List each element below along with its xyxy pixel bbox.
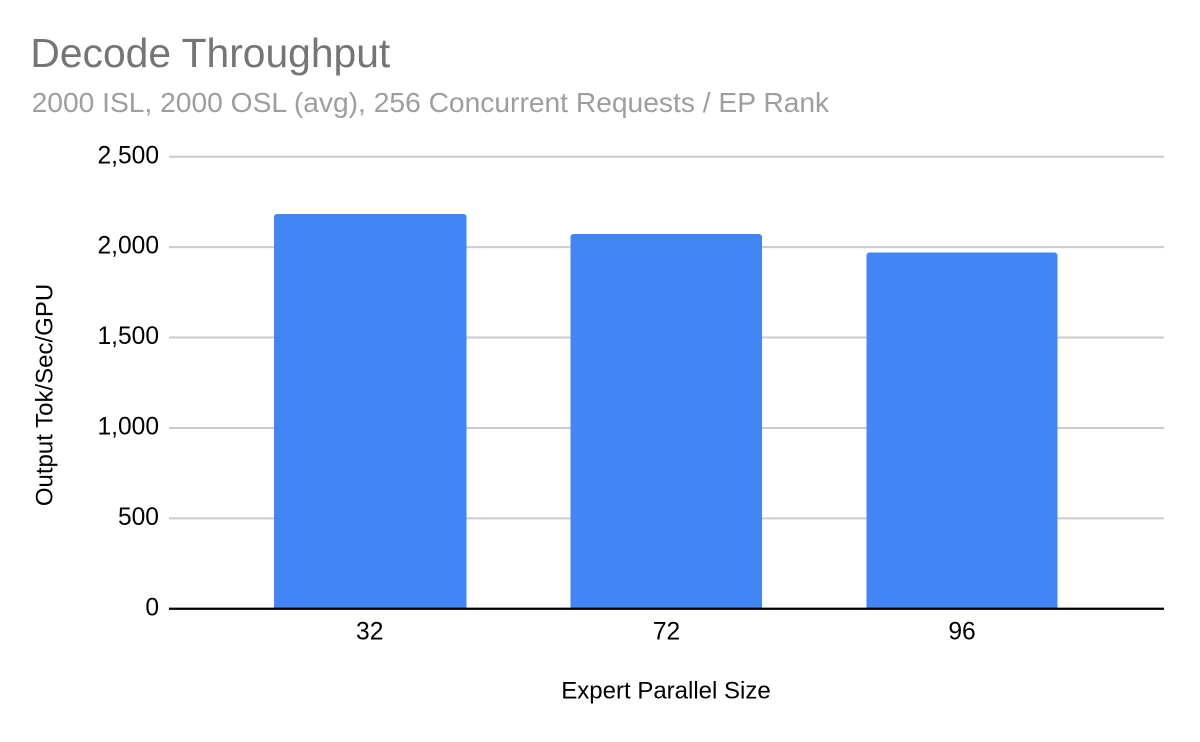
svg-text:72: 72 xyxy=(653,619,680,646)
svg-text:Decode Throughput: Decode Throughput xyxy=(30,30,391,76)
svg-text:0: 0 xyxy=(145,594,159,621)
svg-text:32: 32 xyxy=(356,619,383,646)
svg-text:1,500: 1,500 xyxy=(97,323,159,350)
svg-text:2,000: 2,000 xyxy=(97,233,159,260)
svg-text:2000 ISL, 2000 OSL (avg), 256: 2000 ISL, 2000 OSL (avg), 256 Concurrent… xyxy=(32,86,830,118)
svg-text:Expert Parallel Size: Expert Parallel Size xyxy=(561,678,770,705)
svg-text:1,000: 1,000 xyxy=(97,414,159,441)
svg-text:Output Tok/Sec/GPU: Output Tok/Sec/GPU xyxy=(31,284,58,506)
svg-text:2,500: 2,500 xyxy=(97,142,159,169)
svg-text:500: 500 xyxy=(118,504,159,531)
svg-text:96: 96 xyxy=(948,619,975,646)
